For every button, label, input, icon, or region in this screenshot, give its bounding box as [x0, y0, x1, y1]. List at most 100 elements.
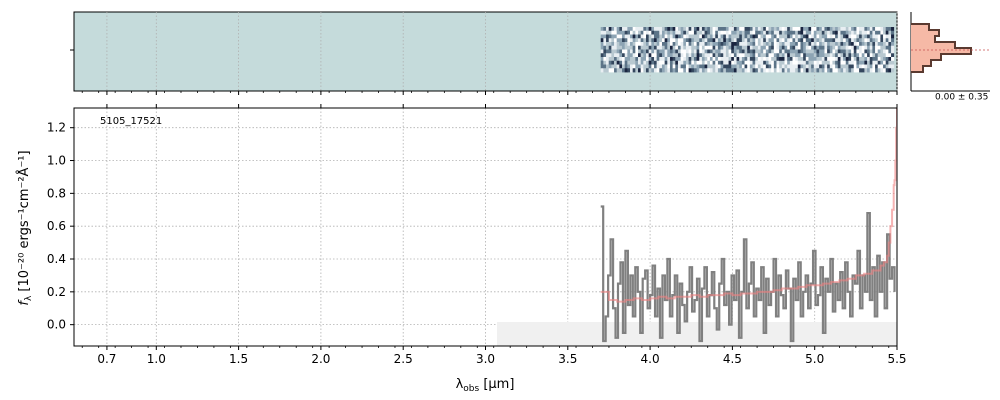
spectrum-2d-pixel — [797, 68, 801, 73]
spectrum-2d-pixel — [851, 27, 855, 32]
spectrum-2d-pixel — [645, 42, 650, 47]
spectrum-2d-pixel — [875, 27, 879, 32]
spectrum-2d-pixel — [861, 68, 865, 73]
spectrum-2d-pixel — [843, 68, 847, 73]
spectrum-2d-pixel — [816, 45, 820, 50]
spectrum-2d-pixel — [771, 68, 775, 73]
spectrum-2d-pixel — [741, 60, 745, 65]
spectrum-2d-pixel — [630, 57, 634, 62]
spectrum-2d-pixel — [736, 38, 740, 43]
spectrum-2d-pixel — [872, 38, 876, 43]
spectrum-2d-pixel — [733, 53, 737, 58]
spectrum-2d-pixel — [645, 64, 650, 69]
spectrum-2d-pixel — [853, 38, 857, 43]
spectrum-2d-pixel — [752, 34, 756, 39]
spectrum-2d-pixel — [867, 49, 871, 54]
spectrum-2d-pixel — [749, 68, 753, 73]
spectrum-2d-pixel — [725, 57, 729, 62]
spectrum-2d-pixel — [699, 53, 703, 58]
spectrum-2d-pixel — [664, 45, 668, 50]
spectrum-2d-pixel — [728, 49, 732, 54]
spectrum-2d-pixel — [648, 34, 652, 39]
spectrum-2d-pixel — [880, 45, 884, 50]
spectrum-2d-pixel — [723, 27, 727, 32]
spectrum-2d-pixel — [608, 42, 612, 47]
spectrum-2d-pixel — [824, 68, 828, 73]
spectrum-2d-pixel — [747, 38, 751, 43]
spectrum-2d-pixel — [616, 60, 620, 65]
spectrum-2d-pixel — [787, 45, 791, 50]
spectrum-2d-pixel — [747, 45, 751, 50]
spectrum-2d-pixel — [851, 68, 855, 73]
spectrum-2d-pixel — [800, 68, 804, 73]
spectrum-2d-pixel — [624, 30, 628, 35]
spectrum-2d-pixel — [683, 68, 687, 73]
spectrum-2d-pixel — [840, 34, 844, 39]
spectrum-2d-pixel — [755, 34, 759, 39]
spectrum-2d-pixel — [717, 38, 721, 43]
spectrum-2d-pixel — [789, 49, 793, 54]
spectrum-2d-pixel — [675, 30, 679, 35]
spectrum-2d-pixel — [885, 38, 889, 43]
spectrum-2d-pixel — [688, 45, 692, 50]
spectrum-2d-pixel — [632, 64, 636, 69]
spectrum-2d-pixel — [661, 45, 666, 50]
spectrum-2d-pixel — [853, 42, 857, 47]
spectrum-2d-pixel — [648, 30, 652, 35]
spectrum-2d-pixel — [707, 60, 711, 65]
spectrum-2d-pixel — [848, 45, 852, 50]
spectrum-2d-pixel — [832, 42, 836, 47]
spectrum-2d-pixel — [859, 34, 863, 39]
spectrum-2d-pixel — [843, 60, 847, 65]
spectrum-2d-pixel — [728, 64, 732, 69]
spectrum-2d-pixel — [872, 64, 876, 69]
spectrum-2d-pixel — [717, 68, 721, 73]
spectrum-2d-pixel — [864, 53, 868, 58]
spectrum-2d-pixel — [603, 64, 607, 69]
spectrum-2d-pixel — [864, 68, 868, 73]
spectrum-2d-pixel — [795, 68, 799, 73]
spectrum-2d-pixel — [840, 45, 844, 50]
spectrum-2d-pixel — [635, 42, 639, 47]
spectrum-2d-pixel — [885, 49, 889, 54]
spectrum-2d-pixel — [752, 30, 756, 35]
spectrum-2d-pixel — [829, 60, 833, 65]
spectrum-2d-pixel — [630, 49, 634, 54]
spectrum-2d-pixel — [813, 57, 817, 62]
spectrum-2d-pixel — [733, 57, 737, 62]
spectrum-2d-pixel — [693, 45, 698, 50]
spectrum-2d-pixel — [600, 49, 604, 54]
spectrum-2d-pixel — [821, 57, 825, 62]
spectrum-2d-pixel — [819, 57, 823, 62]
spectrum-2d-pixel — [611, 42, 615, 47]
spectrum-2d-pixel — [677, 68, 682, 73]
spectrum-2d-pixel — [824, 57, 828, 62]
spectrum-2d-pixel — [853, 30, 857, 35]
spectrum-2d-pixel — [808, 38, 812, 43]
spectrum-2d-pixel — [864, 57, 868, 62]
spectrum-2d-pixel — [715, 53, 719, 58]
spectrum-2d-pixel — [704, 64, 708, 69]
spectrum-2d-pixel — [731, 30, 735, 35]
spectrum-2d-pixel — [776, 53, 780, 58]
spectrum-2d-pixel — [792, 64, 796, 69]
spectrum-2d-pixel — [638, 30, 642, 35]
spectrum-2d-pixel — [864, 30, 868, 35]
spectrum-2d-pixel — [651, 53, 655, 58]
spectrum-2d-pixel — [811, 49, 815, 54]
y-tick-label: 0.4 — [47, 252, 66, 266]
spectrum-2d-pixel — [773, 68, 777, 73]
spectrum-2d-pixel — [827, 49, 831, 54]
spectrum-2d-pixel — [781, 64, 785, 69]
spectrum-2d-pixel — [630, 38, 634, 43]
spectrum-2d-pixel — [771, 34, 775, 39]
spectrum-2d-pixel — [837, 42, 841, 47]
spectrum-2d-pixel — [675, 53, 679, 58]
spectrum-2d-pixel — [696, 68, 700, 73]
spectrum-2d-pixel — [696, 60, 700, 65]
spectrum-2d-pixel — [883, 42, 887, 47]
spectrum-2d-pixel — [845, 38, 849, 43]
spectrum-2d-pixel — [614, 64, 618, 69]
spectrum-2d-pixel — [651, 42, 655, 47]
spectrum-2d-pixel — [635, 49, 639, 54]
